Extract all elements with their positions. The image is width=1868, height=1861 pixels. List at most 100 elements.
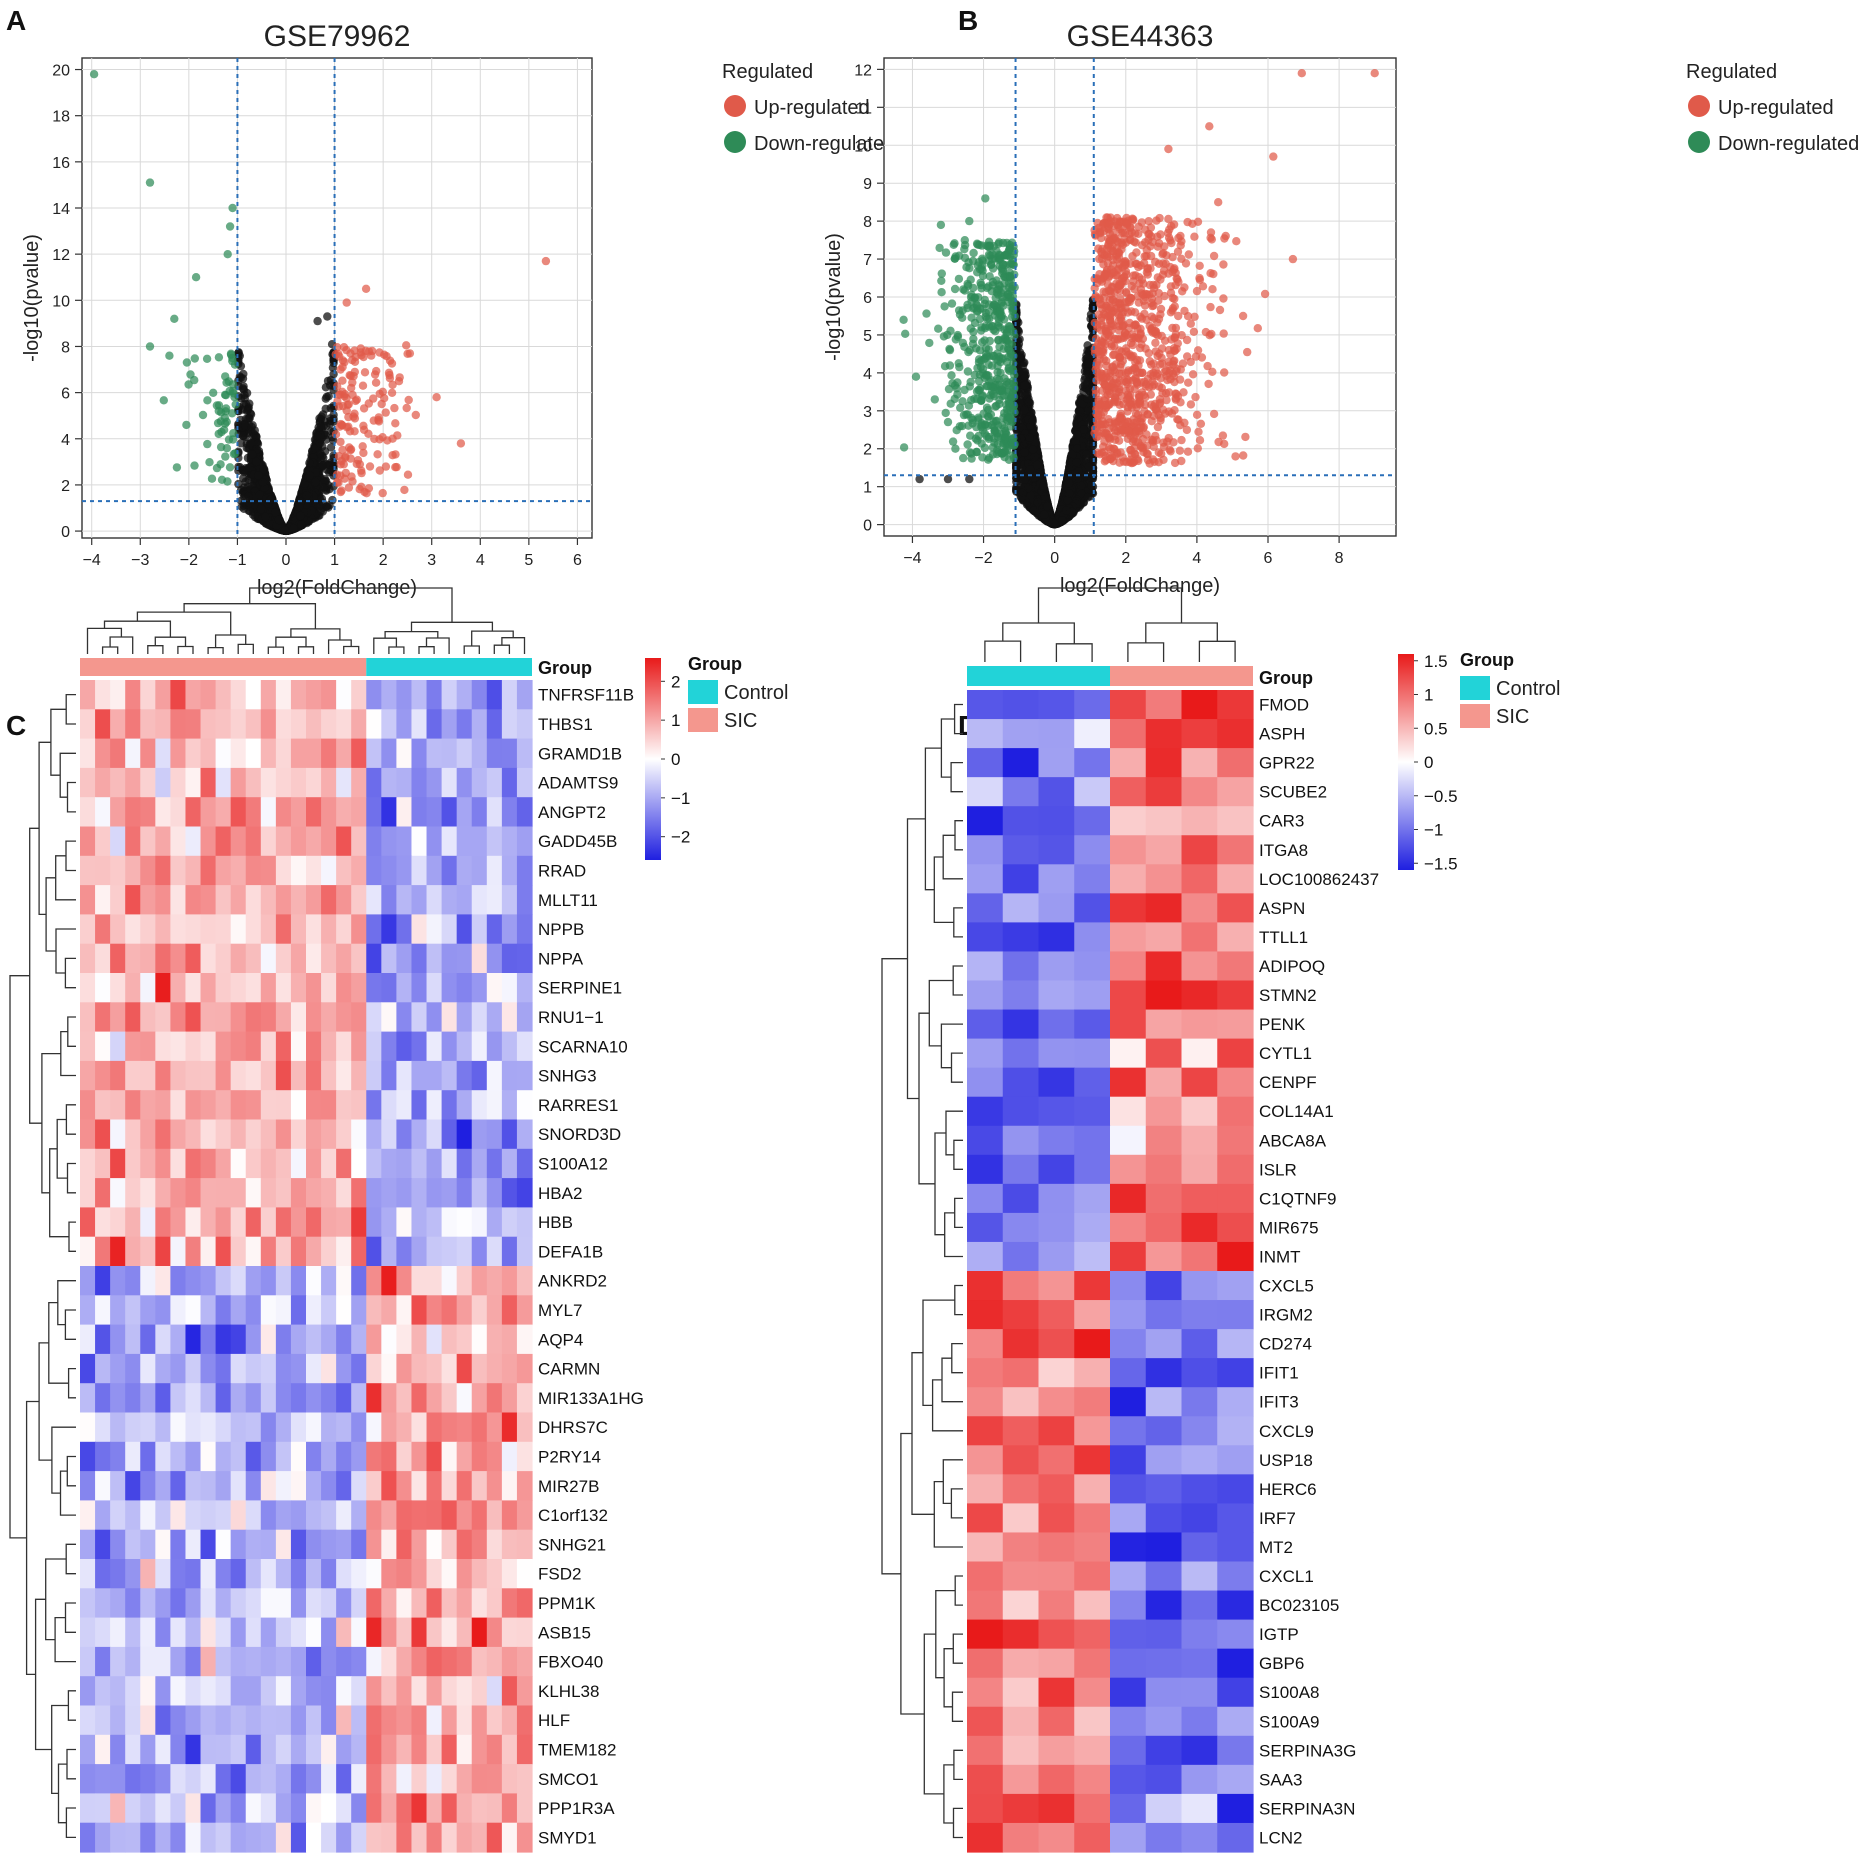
non-significant-point	[245, 463, 254, 472]
up-regulated-point	[403, 470, 413, 479]
up-regulated-point	[339, 460, 348, 469]
legend-down-label: Down-regulated	[754, 133, 895, 155]
down-regulated-point	[186, 370, 195, 379]
x-tick-label: 4	[1192, 550, 1201, 567]
down-regulated-point	[225, 386, 234, 396]
y-axis-label: -log10(pvalue)	[823, 233, 845, 361]
up-regulated-point	[456, 439, 466, 448]
down-regulated-point	[225, 222, 235, 231]
up-regulated-point	[337, 486, 346, 495]
panel-letter-a: A	[6, 5, 26, 36]
non-significant-point	[236, 439, 246, 448]
x-tick-label: −2	[180, 552, 198, 569]
down-regulated-point	[191, 273, 201, 282]
plot-title: GSE79962	[264, 20, 411, 53]
up-regulated-point	[346, 445, 356, 454]
down-regulated-point	[145, 178, 155, 187]
non-significant-point	[316, 449, 325, 458]
up-regulated-point	[336, 365, 345, 374]
down-regulated-point	[170, 314, 179, 323]
up-regulated-point	[391, 419, 400, 428]
up-regulated-point	[378, 488, 387, 498]
up-regulated-point	[356, 344, 365, 353]
x-tick-label: 1	[330, 552, 339, 569]
non-significant-point	[245, 507, 255, 516]
up-regulated-point	[400, 485, 409, 495]
y-tick-label: 16	[52, 155, 70, 172]
volcano-plot-b: GSE44363−4 −2 0 2 4 6 80123456789101112log2(Fo…	[823, 20, 1859, 597]
down-regulated-point	[214, 353, 224, 362]
up-regulated-point	[336, 437, 345, 447]
y-tick-label: 8	[863, 214, 872, 231]
down-regulated-point	[223, 477, 232, 486]
non-significant-point	[313, 316, 322, 326]
down-regulated-point	[165, 351, 174, 360]
up-regulated-point	[358, 381, 368, 390]
non-significant-point	[247, 450, 257, 459]
y-tick-label: 6	[863, 290, 872, 307]
down-regulated-point	[190, 461, 199, 470]
up-regulated-point	[388, 380, 397, 389]
down-regulated-point	[216, 442, 226, 452]
up-regulated-point	[381, 462, 391, 471]
non-significant-point	[305, 471, 314, 480]
non-significant-point	[238, 405, 247, 414]
up-regulated-point	[364, 347, 374, 356]
non-significant-point	[258, 478, 267, 487]
y-tick-label: 2	[61, 478, 70, 495]
x-tick-label: 5	[524, 552, 533, 569]
y-tick-label: 3	[863, 404, 872, 421]
non-significant-point	[318, 461, 328, 470]
down-regulated-point	[89, 70, 99, 79]
up-regulated-point	[359, 448, 368, 458]
x-tick-label: 6	[573, 552, 582, 569]
x-axis-label: log2(FoldChange)	[1060, 575, 1220, 597]
up-regulated-point	[404, 395, 413, 405]
up-regulated-point	[371, 378, 381, 387]
down-regulated-point	[198, 410, 208, 420]
legend-up-label: Up-regulated	[754, 97, 870, 119]
up-regulated-point	[361, 284, 371, 293]
up-regulated-point	[348, 477, 357, 486]
non-significant-point	[319, 483, 328, 492]
up-regulated-point	[331, 350, 340, 359]
x-tick-label: 0	[282, 552, 291, 569]
y-tick-label: 5	[863, 328, 872, 345]
up-regulated-point	[390, 403, 399, 413]
down-regulated-point	[190, 354, 199, 363]
up-regulated-point	[541, 256, 551, 266]
non-significant-point	[318, 498, 327, 507]
non-significant-point	[254, 471, 263, 480]
down-regulated-point	[209, 388, 218, 397]
up-regulated-point	[375, 348, 384, 357]
up-regulated-point	[411, 410, 420, 420]
y-tick-label: 8	[61, 339, 70, 356]
legend-up-marker	[724, 95, 746, 117]
down-regulated-point	[184, 380, 193, 389]
x-tick-label: 8	[1335, 550, 1344, 567]
up-regulated-point	[360, 368, 370, 377]
up-regulated-point	[340, 390, 350, 399]
plot-title: GSE44363	[1067, 20, 1214, 53]
up-regulated-point	[372, 366, 381, 376]
y-tick-label: 9	[863, 176, 872, 193]
non-significant-point	[244, 492, 253, 501]
up-regulated-point	[385, 370, 394, 380]
x-tick-label: 2	[1121, 550, 1130, 567]
y-tick-label: 18	[52, 109, 70, 126]
up-regulated-point	[402, 341, 411, 350]
up-regulated-point	[387, 388, 397, 397]
up-regulated-point	[369, 416, 378, 425]
y-tick-label: 20	[52, 63, 70, 80]
up-regulated-point	[381, 408, 390, 417]
down-regulated-point	[221, 452, 230, 461]
up-regulated-point	[405, 349, 415, 358]
down-regulated-point	[203, 439, 212, 449]
y-tick-label: 1	[863, 480, 872, 497]
y-tick-label: 11	[855, 100, 872, 117]
x-tick-label: 6	[1264, 550, 1273, 567]
up-regulated-point	[370, 434, 379, 444]
up-regulated-point	[346, 454, 355, 463]
non-significant-point	[321, 394, 330, 403]
